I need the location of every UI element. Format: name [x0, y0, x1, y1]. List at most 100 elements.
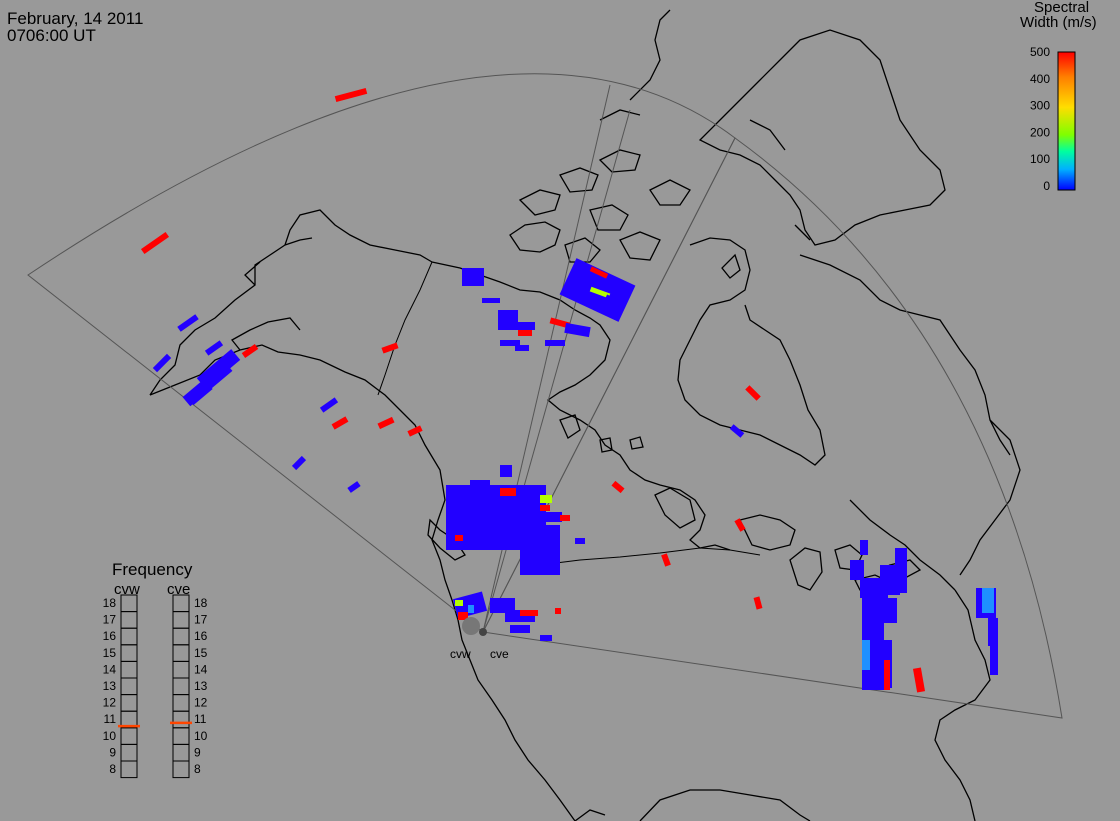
backscatter-cell — [862, 620, 884, 690]
backscatter-cell — [152, 353, 172, 373]
backscatter-cells — [140, 87, 998, 693]
backscatter-cell — [500, 465, 512, 477]
frequency-level-label-left: 12 — [103, 696, 117, 710]
frequency-level-label-right: 12 — [194, 696, 208, 710]
backscatter-cell — [560, 515, 570, 521]
frequency-level-label-right: 9 — [194, 745, 201, 759]
frequency-cell-cve — [172, 760, 190, 779]
backscatter-cell — [510, 322, 535, 330]
frequency-cell-cve — [172, 611, 190, 629]
borders — [377, 261, 761, 566]
backscatter-cell — [895, 548, 907, 593]
backscatter-cell — [753, 596, 763, 610]
backscatter-cell — [604, 294, 624, 308]
backscatter-cell — [204, 340, 224, 356]
frequency-cell-cve — [172, 660, 190, 679]
colorbar-tick-label: 0 — [1043, 179, 1050, 193]
backscatter-cell — [745, 385, 761, 401]
radar-sites: cvw cve — [450, 617, 509, 661]
frequency-cell-cvw — [120, 760, 138, 779]
backscatter-cell — [347, 481, 361, 493]
frequency-cell-cve — [172, 627, 190, 646]
backscatter-cell — [462, 268, 484, 286]
frequency-level-label-left: 14 — [103, 662, 117, 676]
frequency-panel: Frequency cvw cve 18 18 17 17 16 16 15 15 14 14 13… — [103, 560, 208, 779]
colorbar-title-line2: Width (m/s) — [1020, 14, 1097, 31]
backscatter-cell — [860, 540, 868, 555]
backscatter-cell — [500, 488, 516, 496]
colorbar-title-line1: Spectral — [1034, 0, 1089, 16]
backscatter-cell — [490, 598, 515, 613]
backscatter-cell — [545, 340, 565, 346]
backscatter-cell — [468, 605, 474, 613]
frequency-level-label-right: 18 — [194, 596, 208, 610]
backscatter-cell — [177, 314, 199, 332]
frequency-cell-cve — [172, 694, 190, 712]
backscatter-cell — [988, 618, 998, 646]
time-label: 0706:00 UT — [7, 26, 96, 45]
backscatter-cell — [455, 535, 463, 541]
frequency-level-label-right: 8 — [194, 762, 201, 776]
frequency-level-label-left: 16 — [103, 629, 117, 643]
frequency-cell-cve — [172, 710, 190, 729]
frequency-level-label-right: 10 — [194, 729, 208, 743]
frequency-columns: 18 18 17 17 16 16 15 15 14 14 13 13 12 12 11 11 10 10 9 9 8 8 — [103, 594, 208, 779]
backscatter-cell — [196, 349, 241, 389]
backscatter-cell — [458, 612, 468, 620]
cve-site-label: cve — [490, 647, 509, 661]
frequency-cell-cvw — [120, 694, 138, 712]
frequency-level-label-right: 15 — [194, 646, 208, 660]
frequency-level-label-left: 11 — [104, 712, 117, 726]
cve-site-marker — [479, 628, 487, 636]
cvw-site-marker — [462, 617, 480, 635]
backscatter-cell — [912, 667, 926, 693]
colorbar-tick-label: 400 — [1030, 72, 1050, 86]
backscatter-cell — [540, 505, 550, 511]
frequency-level-label-left: 15 — [103, 646, 117, 660]
backscatter-cell — [455, 600, 463, 606]
backscatter-cell — [188, 382, 213, 406]
backscatter-cell — [982, 588, 994, 613]
colorbar-ticks: 500 400 300 200 100 0 — [1030, 45, 1050, 193]
frequency-level-label-right: 17 — [194, 613, 208, 627]
frequency-level-label-left: 8 — [109, 762, 116, 776]
backscatter-cell — [331, 416, 349, 430]
backscatter-cell — [990, 645, 998, 675]
frequency-cell-cvw — [120, 727, 138, 745]
header: February, 14 2011 0706:00 UT — [7, 9, 143, 45]
backscatter-cell — [540, 512, 562, 522]
backscatter-cell — [540, 635, 552, 641]
frequency-level-label-left: 9 — [109, 745, 116, 759]
frequency-cvw-label: cvw — [114, 581, 140, 598]
backscatter-cell — [555, 608, 561, 614]
frequency-cell-cve — [172, 743, 190, 762]
frequency-cell-cvw — [120, 611, 138, 629]
backscatter-cell — [564, 322, 591, 338]
frequency-level-label-right: 16 — [194, 629, 208, 643]
frequency-cell-cve — [172, 727, 190, 745]
backscatter-cell — [729, 424, 745, 438]
backscatter-cell — [549, 317, 571, 329]
backscatter-cell — [589, 266, 609, 279]
backscatter-cell — [334, 87, 368, 103]
backscatter-cell — [589, 286, 611, 299]
radar-fov — [27, 73, 1063, 719]
backscatter-cell — [482, 298, 500, 303]
frequency-level-label-right: 11 — [194, 712, 207, 726]
coastlines — [149, 9, 1021, 821]
backscatter-cell — [520, 610, 538, 616]
backscatter-cell — [407, 425, 423, 437]
backscatter-cell — [611, 480, 625, 494]
colorbar-tick-label: 500 — [1030, 45, 1050, 59]
backscatter-cell — [520, 545, 550, 575]
frequency-cell-cve — [172, 677, 190, 696]
backscatter-cell — [850, 560, 864, 580]
frequency-level-label-right: 14 — [194, 662, 208, 676]
colorbar-tick-label: 300 — [1030, 99, 1050, 113]
date-label: February, 14 2011 — [7, 9, 143, 28]
frequency-level-label-left: 18 — [103, 596, 117, 610]
backscatter-cell — [575, 538, 585, 544]
backscatter-cell — [500, 340, 520, 346]
